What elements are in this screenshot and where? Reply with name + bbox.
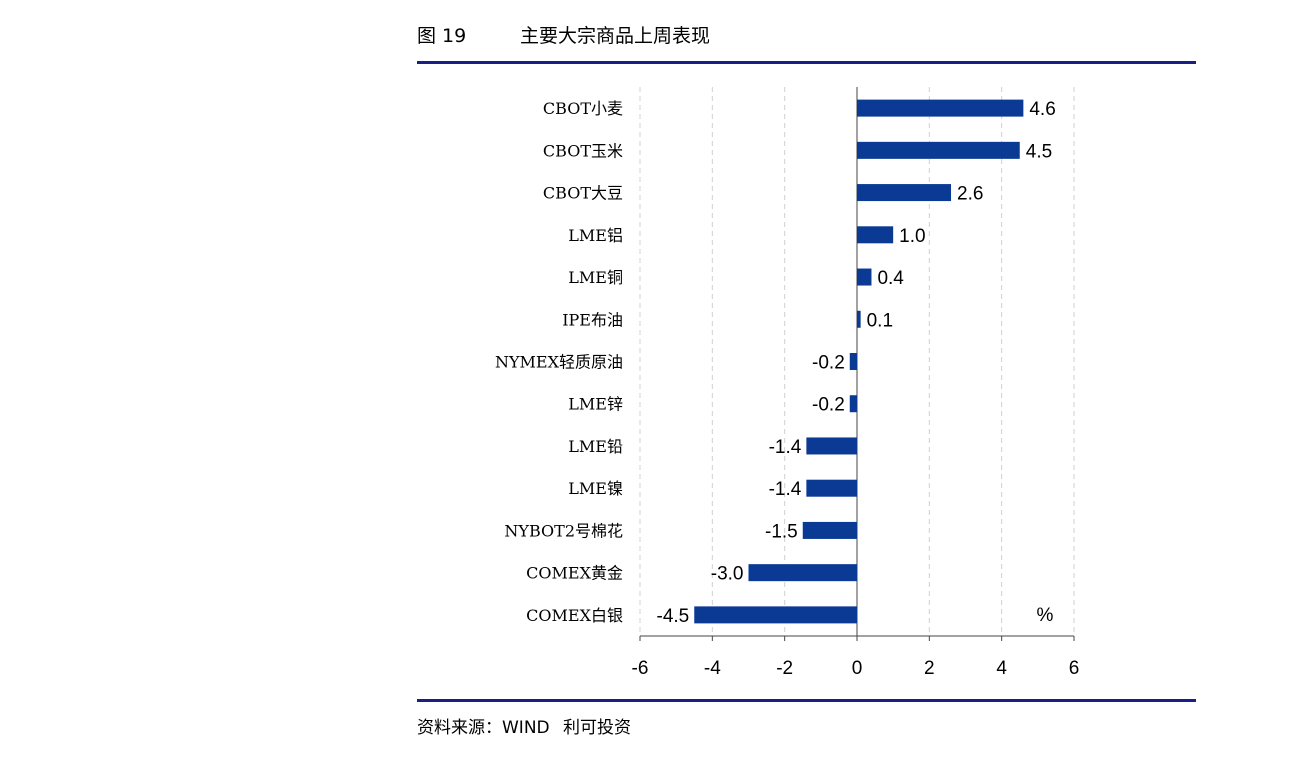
- x-tick-label: 6: [1069, 658, 1080, 679]
- bar: [857, 268, 872, 286]
- x-tick-label: 0: [852, 658, 863, 679]
- tick-labels: -6 -4 -2 0 2 4 6: [632, 658, 1080, 679]
- unit-label: %: [1037, 605, 1054, 626]
- bar: [857, 99, 1024, 117]
- category-label: LME镍: [568, 479, 623, 498]
- category-label: CBOT小麦: [543, 99, 623, 118]
- bars: [694, 99, 1024, 624]
- bar: [857, 141, 1020, 159]
- data-label: -0.2: [812, 353, 845, 374]
- bar: [849, 353, 857, 370]
- grid-lines: [639, 87, 1075, 636]
- category-label: LME铝: [568, 226, 623, 245]
- data-labels: 4.6 4.5 2.6 1.0 0.4 0.1 -0.2 -0.2 -1.4 -1.4 -1.5 -3…: [657, 99, 1056, 627]
- category-label: LME铅: [568, 437, 623, 456]
- category-label: CBOT大豆: [543, 184, 623, 203]
- x-tick-label: 2: [924, 658, 935, 679]
- data-label: 4.5: [1026, 141, 1052, 162]
- figure-header: 图 19 主要大宗商品上周表现: [417, 22, 1196, 50]
- data-label: 1.0: [899, 226, 925, 247]
- bar: [857, 184, 952, 202]
- bar: [849, 395, 857, 413]
- bar: [802, 521, 857, 539]
- x-tick-label: -4: [704, 658, 721, 679]
- category-label: IPE布油: [562, 310, 623, 329]
- bar: [857, 310, 861, 328]
- category-label: COMEX黄金: [526, 564, 623, 583]
- x-tick-label: 4: [996, 658, 1007, 679]
- data-label: 0.1: [867, 310, 893, 331]
- x-tick-label: -2: [776, 658, 793, 679]
- data-label: -0.2: [812, 395, 845, 416]
- bar: [857, 226, 894, 244]
- category-label: LME锌: [568, 395, 623, 414]
- category-label: LME铜: [568, 268, 623, 287]
- category-labels: CBOT小麦 CBOT玉米 CBOT大豆 LME铝 LME铜 IPE布油 NYMEX轻质原油…: [495, 99, 623, 625]
- data-label: -1.5: [765, 521, 798, 542]
- bar: [748, 564, 857, 582]
- data-label: -4.5: [657, 606, 690, 627]
- brand-name: 利可投资: [563, 718, 632, 738]
- source-label: 资料来源：WIND: [417, 718, 550, 738]
- data-label: -1.4: [769, 479, 802, 500]
- data-label: -1.4: [769, 437, 802, 458]
- data-label: -3.0: [711, 564, 744, 585]
- figure-title: 主要大宗商品上周表现: [520, 25, 711, 47]
- category-label: NYBOT2号棉花: [504, 521, 623, 540]
- category-label: CBOT玉米: [543, 141, 623, 160]
- bar: [694, 606, 857, 624]
- header-rule: [417, 61, 1196, 64]
- data-label: 2.6: [957, 184, 983, 205]
- bar: [806, 479, 857, 497]
- data-label: 0.4: [877, 268, 904, 289]
- footer-rule: [417, 699, 1196, 702]
- figure-number: 图 19: [417, 25, 467, 47]
- source-note: 资料来源：WIND 利可投资: [417, 716, 631, 740]
- bar: [806, 437, 857, 455]
- category-label: NYMEX轻质原油: [495, 353, 623, 372]
- category-label: COMEX白银: [526, 606, 623, 625]
- data-label: 4.6: [1029, 99, 1055, 120]
- x-tick-label: -6: [632, 658, 649, 679]
